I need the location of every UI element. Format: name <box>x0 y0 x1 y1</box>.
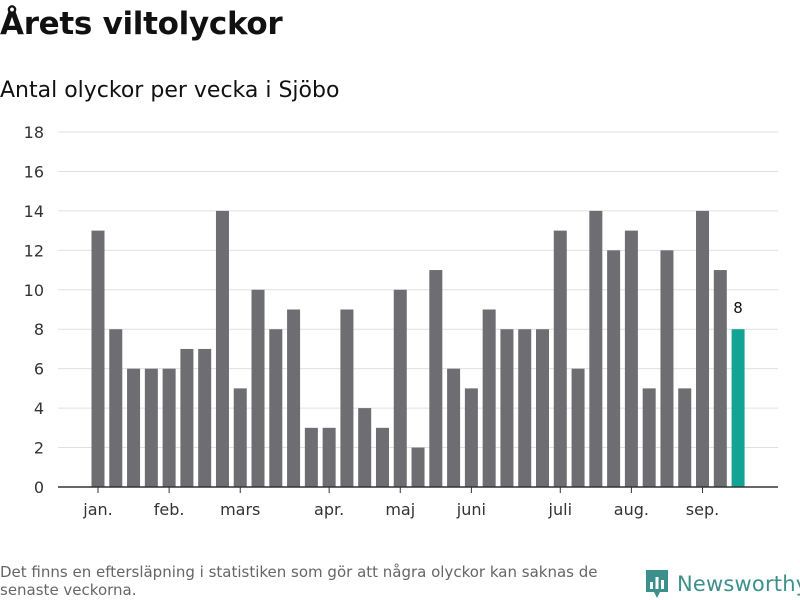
bar <box>571 368 585 487</box>
x-tick-label: jan. <box>82 500 112 519</box>
bar <box>109 329 123 487</box>
x-tick-label: aug. <box>614 500 649 519</box>
y-tick-label: 8 <box>34 320 44 339</box>
bar <box>713 270 727 487</box>
bar <box>233 388 247 487</box>
bar <box>215 210 229 487</box>
bar <box>269 329 283 487</box>
bar <box>696 210 710 487</box>
y-axis-ticks: 0 2 4 6 8 10 12 14 16 18 <box>24 123 44 497</box>
data-labels: 8 <box>733 299 743 317</box>
chart-subtitle: Antal olyckor per vecka i Sjöbo <box>0 78 340 103</box>
bar <box>429 270 443 487</box>
newsworthy-logo-icon <box>646 570 668 598</box>
bar <box>678 388 692 487</box>
x-tick-label: apr. <box>314 500 344 519</box>
bar <box>287 309 301 487</box>
x-tick-label: juli <box>548 500 572 519</box>
x-tick-label: feb. <box>154 500 185 519</box>
bar <box>660 250 674 487</box>
data-label: 8 <box>733 299 743 317</box>
chart-title: Årets viltolyckor <box>0 6 283 42</box>
bar-highlight <box>731 329 745 487</box>
y-tick-label: 0 <box>34 478 44 497</box>
bar <box>304 427 318 487</box>
bar <box>447 368 461 487</box>
bar <box>500 329 514 487</box>
gridlines <box>58 131 778 449</box>
y-tick-label: 2 <box>34 439 44 458</box>
x-axis-ticks: jan. feb. mars apr. maj juni juli aug. sep. <box>82 487 719 519</box>
y-tick-label: 10 <box>24 281 44 300</box>
x-tick-label: mars <box>220 500 260 519</box>
bar <box>642 388 656 487</box>
bar <box>482 309 496 487</box>
bar <box>358 408 372 487</box>
bar <box>162 368 176 487</box>
bar <box>589 210 603 487</box>
bar <box>375 427 389 487</box>
x-tick-label: sep. <box>686 500 719 519</box>
bar <box>91 230 105 487</box>
bar <box>536 329 549 487</box>
bar <box>553 230 567 487</box>
y-tick-label: 4 <box>34 399 44 418</box>
bar <box>340 309 354 487</box>
y-tick-label: 14 <box>24 202 44 221</box>
bar <box>144 368 158 487</box>
y-tick-label: 12 <box>24 241 44 260</box>
footnote: Det finns en eftersläpning i statistiken… <box>0 563 598 599</box>
bar <box>518 329 532 487</box>
y-tick-label: 18 <box>24 123 44 142</box>
bar-series <box>58 210 778 488</box>
bar <box>624 230 638 487</box>
bar <box>127 368 141 487</box>
x-tick-label: maj <box>385 500 415 519</box>
bar <box>393 289 407 487</box>
brand-logo[interactable]: Newsworthy <box>645 569 800 599</box>
bar <box>411 447 425 487</box>
brand-name: Newsworthy <box>677 572 800 596</box>
bar <box>607 250 621 487</box>
x-tick-label: juni <box>456 500 486 519</box>
bar <box>322 427 336 487</box>
y-tick-label: 6 <box>34 360 44 379</box>
y-tick-label: 16 <box>24 162 44 181</box>
bar <box>251 289 265 487</box>
bar <box>198 348 212 487</box>
bar <box>180 348 194 487</box>
bar <box>464 388 478 487</box>
